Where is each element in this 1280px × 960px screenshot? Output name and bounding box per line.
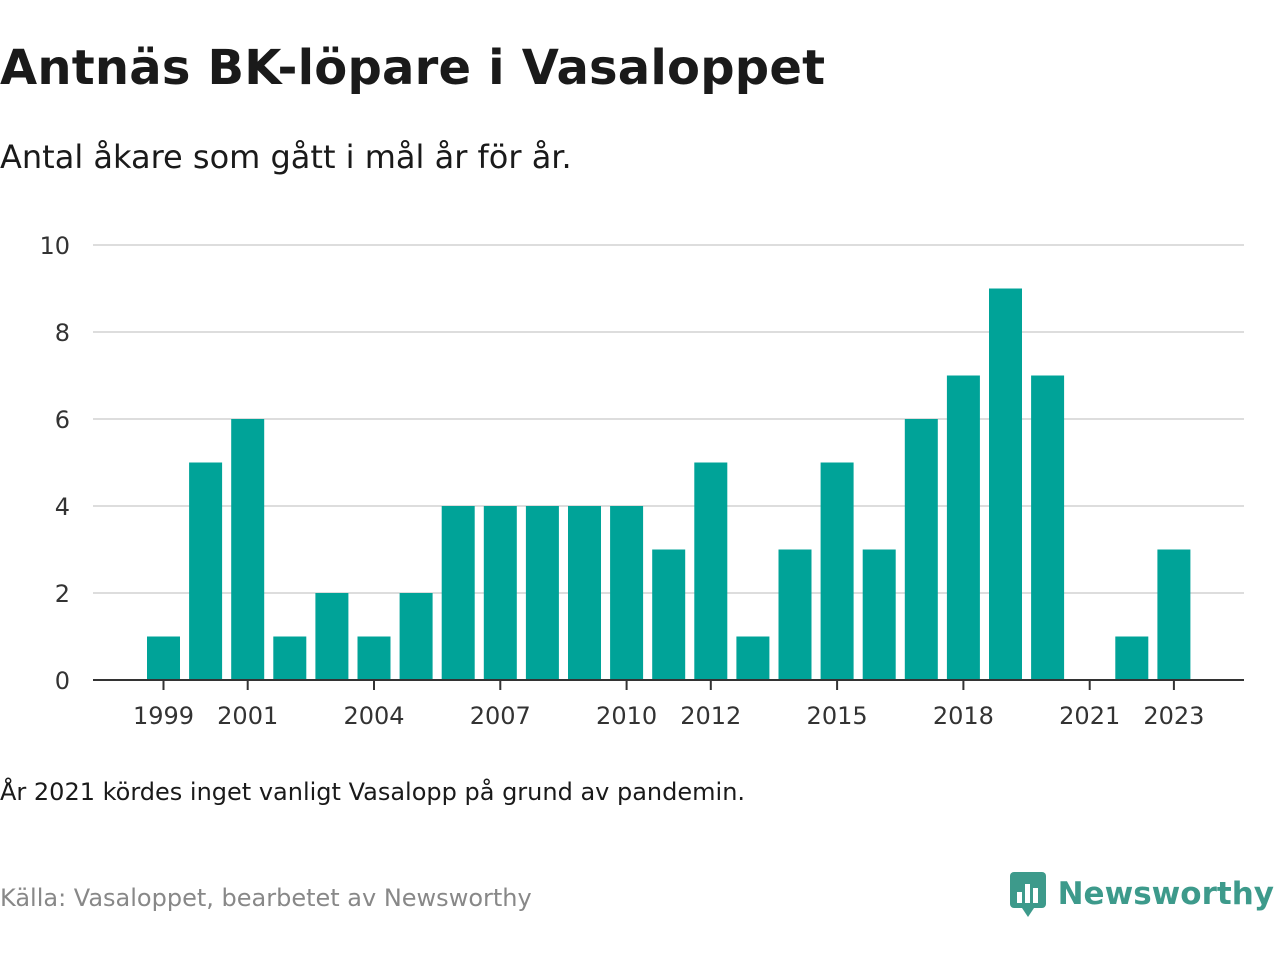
y-tick-label: 0 <box>55 667 70 695</box>
bar-2022 <box>1115 636 1149 680</box>
brand-name: Newsworthy <box>1057 876 1274 912</box>
chart-bubble-icon <box>1009 872 1046 917</box>
bar-2019 <box>989 288 1022 680</box>
bar-2000 <box>189 462 223 680</box>
bar-2014 <box>778 549 812 680</box>
y-tick-label: 8 <box>55 319 70 347</box>
bar-2018 <box>946 375 980 680</box>
bar-2015 <box>820 462 854 680</box>
x-tick-label: 2012 <box>680 702 741 730</box>
chart-note: År 2021 kördes inget vanligt Vasalopp på… <box>0 778 746 806</box>
x-tick-label: 2021 <box>1059 702 1120 730</box>
bar-2001 <box>231 419 265 680</box>
bar-2020 <box>1031 375 1065 680</box>
bar-2006 <box>441 506 475 680</box>
y-tick-label: 4 <box>55 493 70 521</box>
bar-2016 <box>862 549 896 680</box>
x-tick-label: 2004 <box>343 702 404 730</box>
bar-2008 <box>525 506 559 680</box>
bars <box>147 288 1191 680</box>
x-tick-label: 2015 <box>807 702 868 730</box>
bar-2010 <box>610 506 644 680</box>
bar-2004 <box>357 636 391 680</box>
x-tick-label: 2023 <box>1143 702 1204 730</box>
x-tick-label: 1999 <box>133 702 194 730</box>
bar-2017 <box>904 419 938 680</box>
y-axis-ticks: 0 2 4 6 8 10 <box>39 232 70 695</box>
bar-2007 <box>483 506 517 680</box>
x-tick-label: 2018 <box>933 702 994 730</box>
y-tick-label: 2 <box>55 580 70 608</box>
bar-1999 <box>147 636 180 680</box>
bar-2002 <box>273 636 307 680</box>
bar-2005 <box>399 593 433 680</box>
bar-2012 <box>694 462 728 680</box>
bar-2011 <box>652 549 686 680</box>
bar-2023 <box>1157 549 1191 680</box>
y-tick-label: 10 <box>39 232 70 260</box>
newsworthy-logo: Newsworthy <box>1008 870 1274 918</box>
chart-title: Antnäs BK-löpare i Vasaloppet <box>0 40 826 96</box>
bar-2003 <box>315 593 349 680</box>
bar-2009 <box>568 506 601 680</box>
x-tick-label: 2007 <box>470 702 531 730</box>
x-tick-label: 2001 <box>217 702 278 730</box>
source-text: Källa: Vasaloppet, bearbetet av Newswort… <box>0 884 532 912</box>
chart-subtitle: Antal åkare som gått i mål år för år. <box>0 138 572 176</box>
x-axis-ticks: 1999 2001 2004 2007 2010 2012 2015 2018 2021 2023 <box>133 680 1204 730</box>
x-tick-label: 2010 <box>596 702 657 730</box>
bar-2013 <box>736 636 770 680</box>
gridlines <box>93 244 1244 594</box>
y-tick-label: 6 <box>55 406 70 434</box>
